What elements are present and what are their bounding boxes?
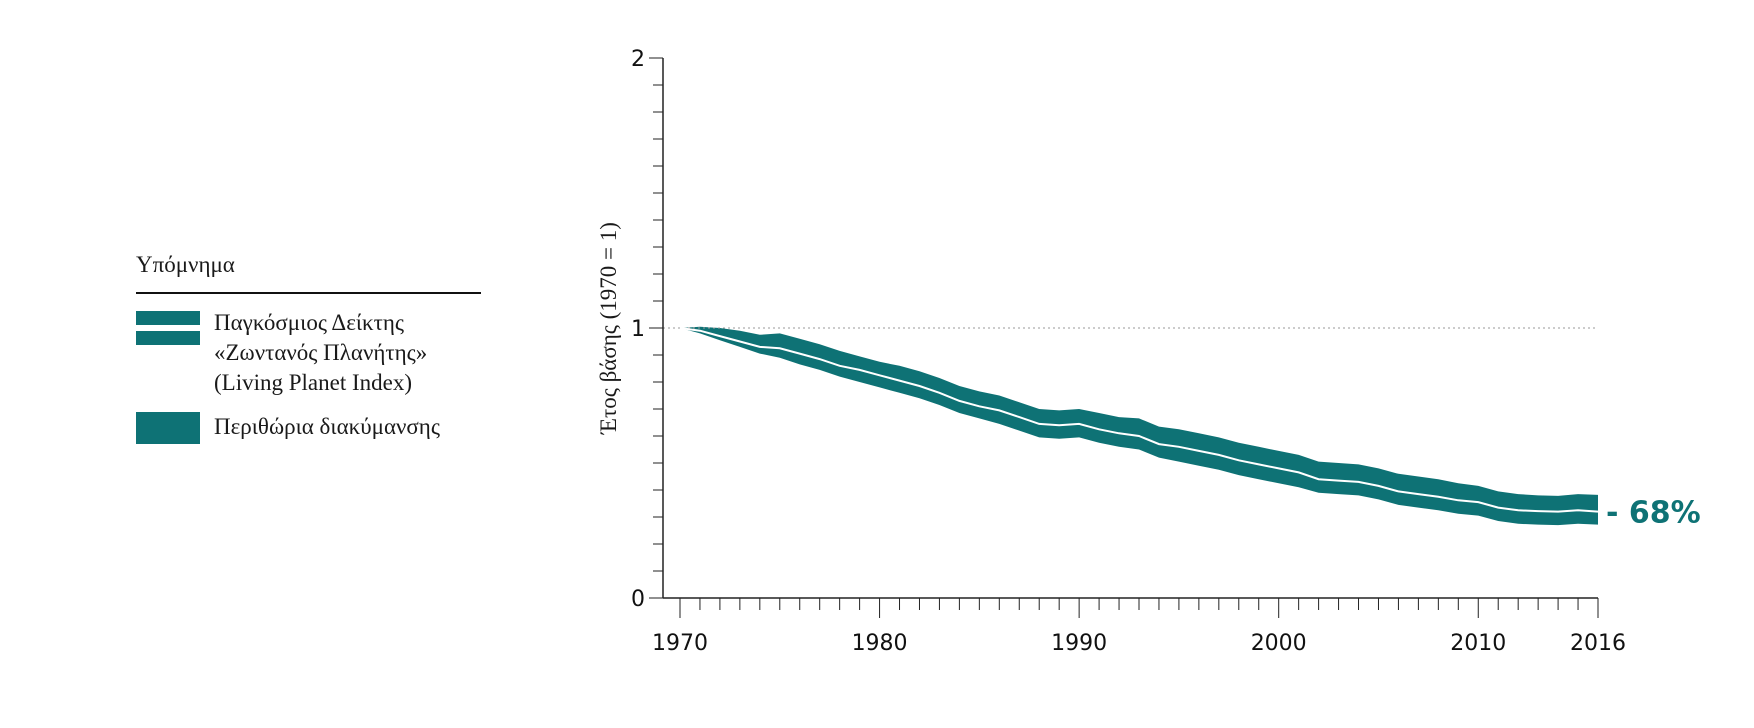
axis-ticks (649, 57, 1599, 618)
x-tick-label: 2000 (1251, 631, 1307, 656)
legend-item-band: Περιθώρια διακύμανσης (136, 412, 481, 444)
legend: Υπόμνημα Παγκόσμιος Δείκτης «Ζωντανός Πλ… (136, 252, 481, 456)
y-axis-title: Έτος βάσης (1970 = 1) (596, 222, 621, 435)
y-tick-label: 1 (631, 317, 645, 342)
x-tick-label: 1980 (852, 631, 908, 656)
y-tick-label: 2 (631, 47, 645, 72)
legend-item-index: Παγκόσμιος Δείκτης «Ζωντανός Πλανήτης» (… (136, 308, 481, 398)
y-tick-label: 0 (631, 587, 645, 612)
tick-labels: 0 1 2 1970 1980 1990 2000 2010 2016 (631, 47, 1626, 656)
end-annotation: - 68% (1606, 496, 1701, 531)
index-line-swatch (136, 311, 200, 345)
confidence-band-area (680, 326, 1598, 526)
index-line-swatch-lower (136, 331, 200, 345)
x-tick-label: 2010 (1450, 631, 1506, 656)
legend-divider (136, 292, 481, 294)
legend-title: Υπόμνημα (136, 252, 235, 277)
legend-label-band: Περιθώρια διακύμανσης (214, 414, 440, 439)
x-tick-label: 1990 (1051, 631, 1107, 656)
index-line (679, 327, 1599, 513)
x-tick-label: 1970 (652, 631, 708, 656)
x-tick-label: 2016 (1570, 631, 1626, 656)
index-line-swatch-upper (136, 311, 200, 325)
legend-label-index: Παγκόσμιος Δείκτης «Ζωντανός Πλανήτης» (… (214, 310, 428, 395)
confidence-band-swatch (136, 412, 200, 444)
